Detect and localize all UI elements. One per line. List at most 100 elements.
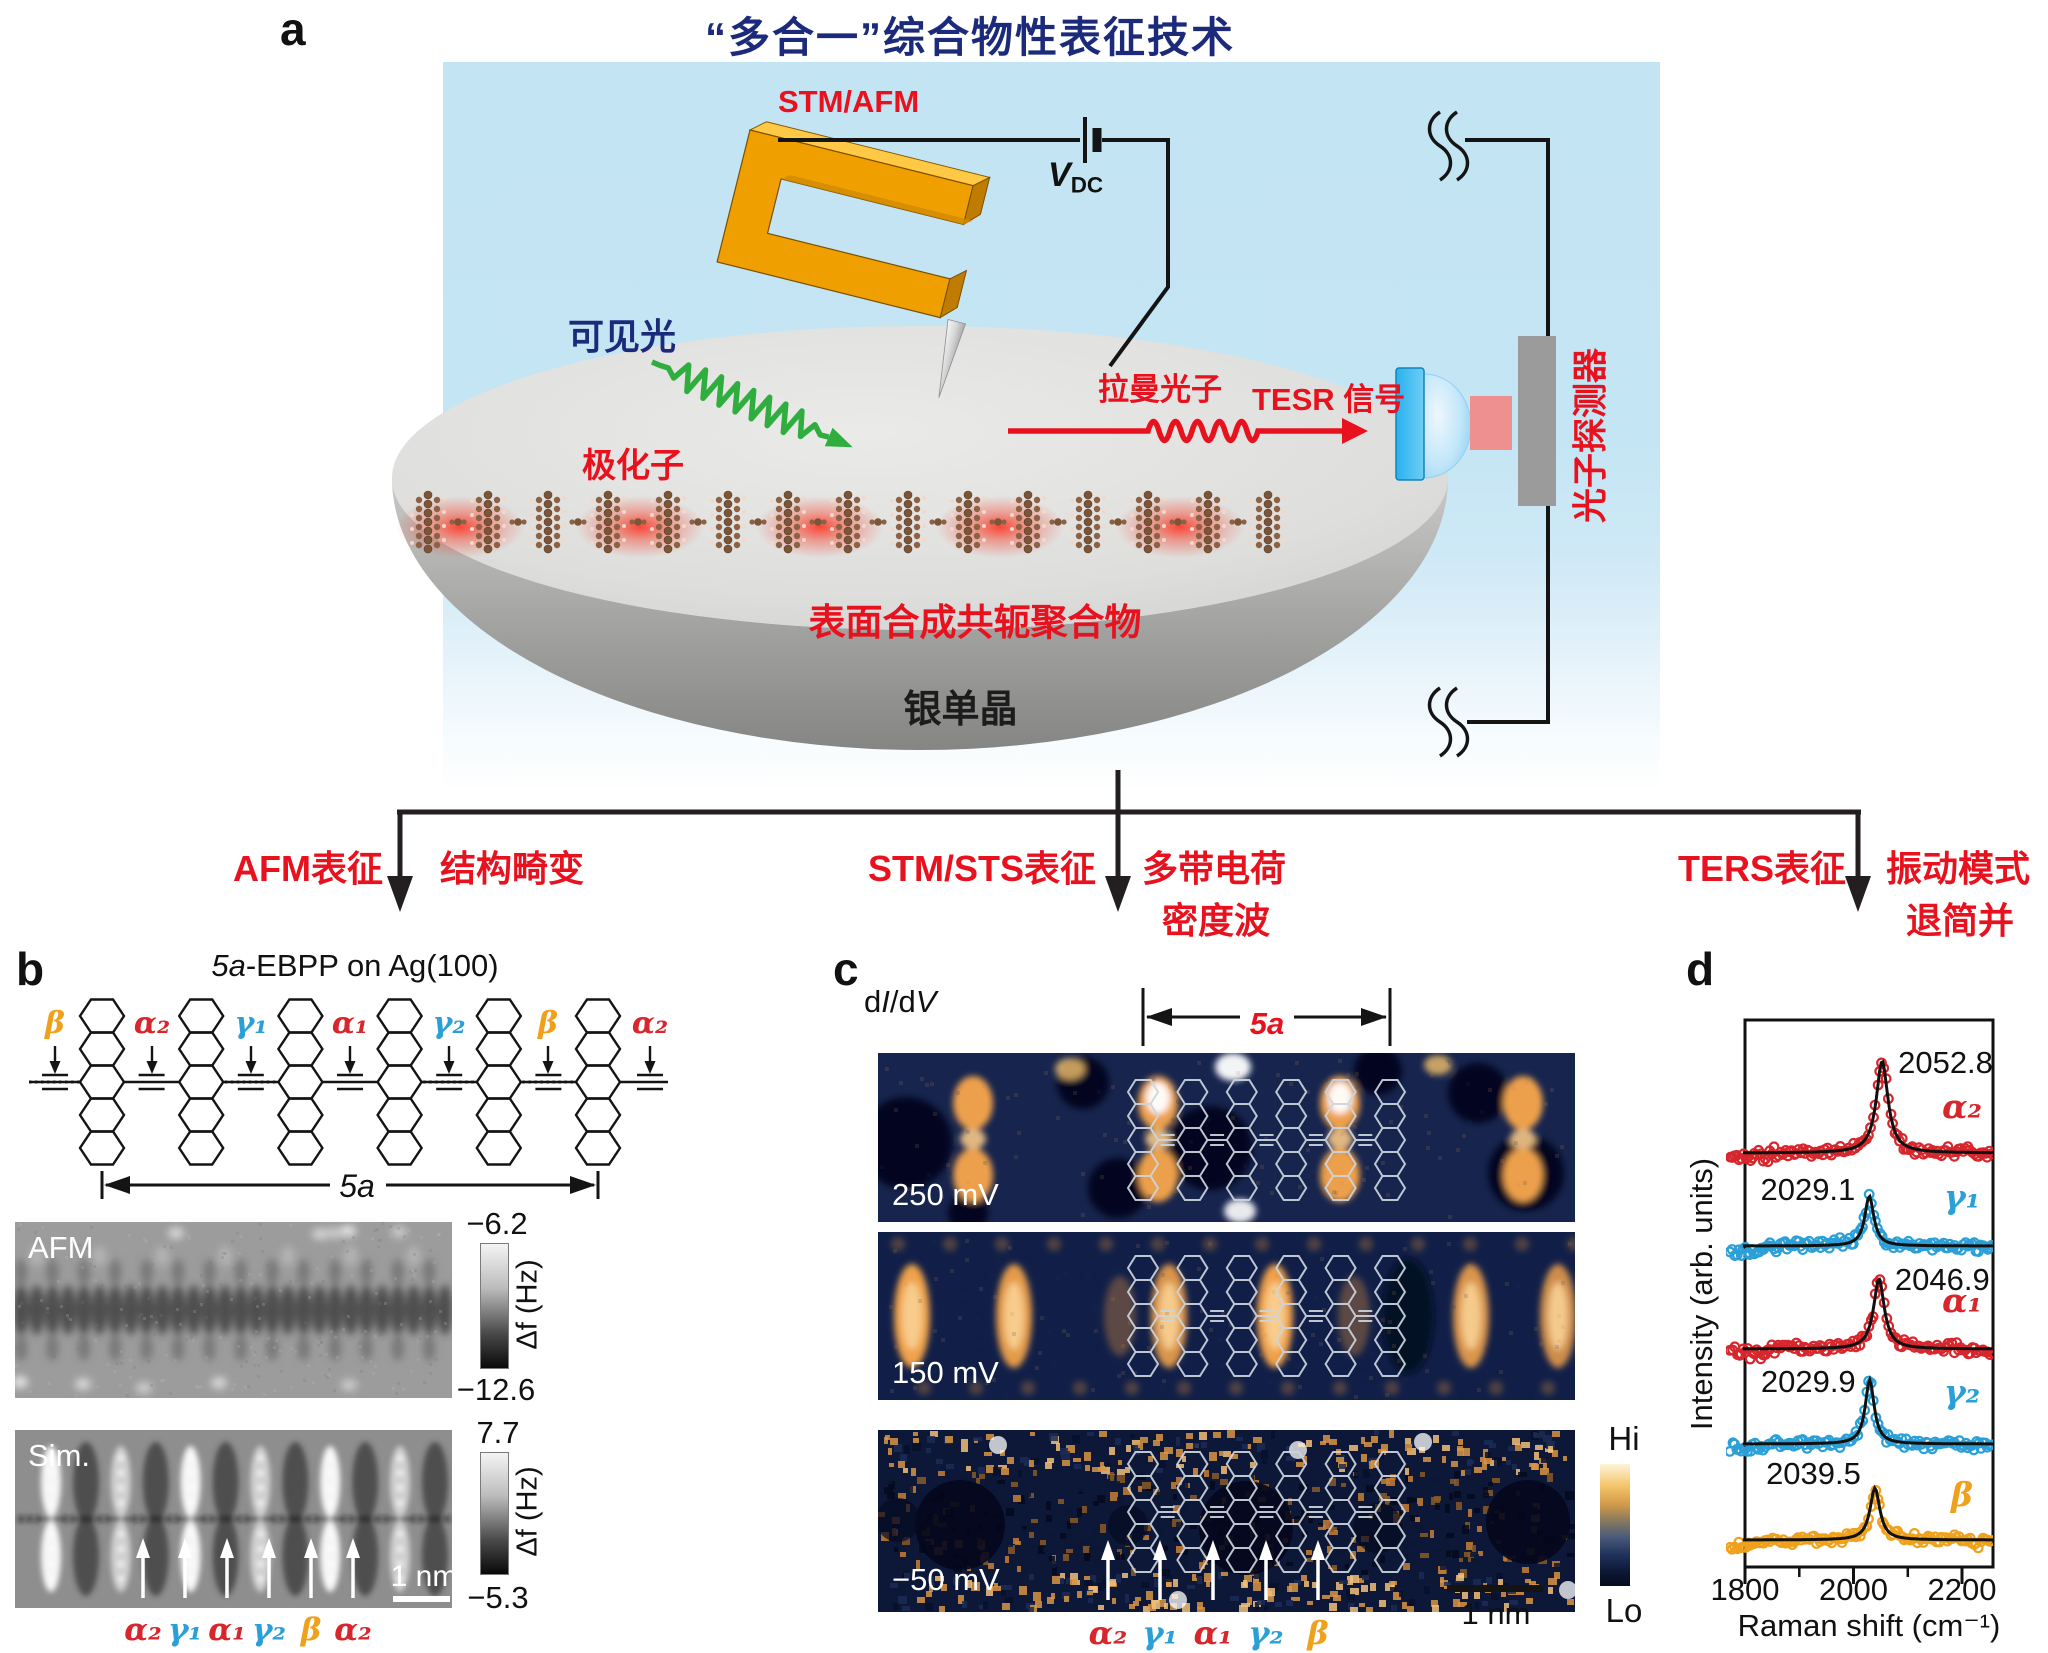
raman-data-point — [1751, 1536, 1762, 1547]
stm-site-label: γ₂ — [1248, 1614, 1284, 1652]
raman-data-point — [1893, 1438, 1905, 1449]
raman-data-point — [1970, 1245, 1982, 1257]
raman-data-point — [1894, 1135, 1905, 1147]
raman-data-point — [1830, 1237, 1842, 1249]
raman-data-point — [1891, 1236, 1903, 1248]
raman-data-point — [1865, 1377, 1877, 1389]
raman-data-point — [1880, 1073, 1892, 1084]
raman-data-point — [1898, 1441, 1910, 1453]
raman-data-point — [1958, 1440, 1969, 1451]
raman-data-point — [1931, 1339, 1943, 1351]
raman-data-point — [1911, 1340, 1923, 1352]
raman-data-point — [1729, 1341, 1741, 1353]
raman-data-point — [1926, 1443, 1938, 1455]
raman-data-point — [1957, 1239, 1969, 1250]
raman-data-point — [1901, 1533, 1912, 1545]
raman-data-point — [1901, 1238, 1912, 1250]
raman-data-point — [1944, 1340, 1955, 1352]
raman-data-point — [1767, 1532, 1778, 1544]
raman-data-point — [1795, 1240, 1806, 1252]
raman-data-point — [1951, 1146, 1963, 1158]
raman-data-point — [1850, 1531, 1862, 1543]
raman-data-point — [1803, 1235, 1815, 1247]
raman-data-point — [1862, 1129, 1874, 1141]
raman-data-point — [1750, 1441, 1762, 1453]
raman-data-point — [1865, 1122, 1876, 1133]
raman-data-point — [1746, 1438, 1758, 1450]
afm-colorbar-max: −6.2 — [466, 1206, 528, 1241]
raman-data-point — [1889, 1238, 1901, 1250]
raman-data-point — [1977, 1532, 1989, 1544]
raman-data-point — [1977, 1240, 1989, 1251]
raman-data-point — [1941, 1535, 1953, 1547]
raman-data-point — [1971, 1150, 1983, 1162]
series-label: γ₂ — [1944, 1372, 1980, 1411]
raman-data-point — [1821, 1345, 1833, 1357]
raman-data-point — [1782, 1339, 1794, 1351]
raman-data-point — [1922, 1340, 1934, 1352]
raman-data-point — [1770, 1151, 1782, 1163]
raman-data-point — [1935, 1239, 1947, 1251]
raman-data-point — [1738, 1148, 1750, 1160]
raman-data-point — [1972, 1542, 1984, 1554]
raman-data-point — [1918, 1239, 1930, 1250]
raman-data-point — [1805, 1150, 1817, 1162]
raman-data-point — [1766, 1148, 1778, 1160]
raman-data-point — [1874, 1228, 1886, 1239]
raman-data-point — [1913, 1142, 1925, 1154]
raman-data-point — [1953, 1344, 1965, 1356]
raman-data-point — [1960, 1237, 1971, 1249]
raman-data-point — [1795, 1534, 1807, 1546]
raman-data-point — [1772, 1339, 1784, 1351]
raman-data-point — [1858, 1134, 1870, 1146]
raman-data-point — [1824, 1338, 1836, 1350]
raman-data-point — [1984, 1242, 1993, 1254]
raman-data-point — [1783, 1146, 1795, 1157]
raman-data-point — [1738, 1442, 1750, 1454]
raman-data-point — [1915, 1534, 1927, 1545]
raman-data-point — [1935, 1438, 1947, 1450]
raman-data-point — [1856, 1221, 1868, 1233]
raman-data-point — [1764, 1536, 1776, 1547]
raman-data-point — [1876, 1281, 1888, 1292]
raman-data-point — [1799, 1237, 1810, 1249]
raman-data-point — [1781, 1537, 1793, 1549]
raman-data-point — [1735, 1348, 1747, 1360]
raman-data-point — [1739, 1443, 1751, 1455]
raman-data-point — [1791, 1439, 1802, 1451]
raman-data-point — [1957, 1534, 1969, 1546]
raman-data-point — [1808, 1240, 1820, 1252]
raman-data-point — [1812, 1533, 1824, 1544]
raman-data-point — [1960, 1535, 1971, 1547]
raman-data-point — [1861, 1386, 1873, 1398]
raman-data-point — [1821, 1535, 1833, 1546]
raman-data-point — [1936, 1150, 1947, 1162]
panel-c-label: c — [833, 943, 859, 995]
raman-data-point — [1786, 1539, 1798, 1550]
raman-data-point — [1801, 1442, 1813, 1454]
raman-data-point — [1940, 1341, 1952, 1353]
raman-data-point — [1764, 1237, 1776, 1249]
site-label: γ₂ — [432, 1006, 466, 1041]
raman-data-point — [1863, 1188, 1875, 1200]
raman-data-point — [1923, 1143, 1934, 1154]
sim-site-label: β — [300, 1612, 322, 1648]
series-label: α₁ — [1942, 1281, 1982, 1320]
branch-result-label: 退简并 — [1906, 900, 2015, 941]
raman-data-point — [1975, 1345, 1986, 1357]
raman-data-point — [1755, 1536, 1767, 1548]
panel-c-unit-cell-label: 5a — [1242, 1006, 1292, 1042]
stm-colorbar — [1600, 1464, 1630, 1586]
raman-data-point — [1816, 1533, 1828, 1544]
raman-data-point — [1898, 1239, 1910, 1251]
raman-data-point — [1927, 1343, 1939, 1355]
raman-data-point — [1986, 1148, 1993, 1160]
raman-data-point — [1843, 1435, 1855, 1447]
raman-data-point — [1872, 1493, 1884, 1505]
raman-data-point — [1799, 1147, 1811, 1159]
raman-data-point — [1951, 1243, 1963, 1255]
sim-colorbar-unit: Δf (Hz) — [511, 1466, 544, 1557]
raman-data-point — [1773, 1436, 1784, 1448]
raman-data-point — [1968, 1444, 1980, 1456]
raman-data-point — [1801, 1343, 1813, 1355]
